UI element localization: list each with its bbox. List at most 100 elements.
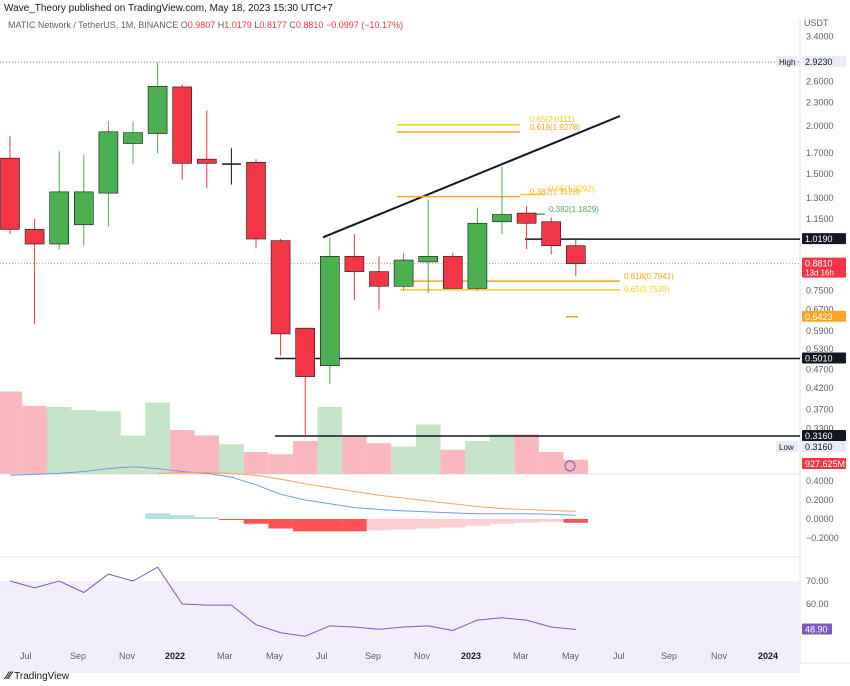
price-label-text: 2.9230 <box>805 57 833 67</box>
price-tag-text: High <box>779 58 795 67</box>
volume-bar <box>194 435 220 474</box>
time-tick-label: 2022 <box>165 651 185 661</box>
macd-histogram-bar <box>538 519 564 522</box>
candle-body <box>246 161 266 240</box>
macd-histogram-bar <box>489 519 515 524</box>
candle-body <box>516 212 537 224</box>
macd-histogram-bar <box>465 519 490 526</box>
fib-level-label: 0.65(1.3292) <box>549 184 595 193</box>
volume-bar <box>71 410 97 474</box>
time-tick-label: Mar <box>513 651 529 661</box>
volume-bar <box>145 402 170 474</box>
time-tick-label: Jul <box>20 651 32 661</box>
tradingview-logo-icon[interactable]: ⁄⁄⁄ <box>6 670 12 682</box>
fib-level-label: 0.65(0.7539) <box>624 285 670 294</box>
candle-body <box>74 191 94 226</box>
publisher-header: Wave_Theory published on TradingView.com… <box>4 3 333 14</box>
time-tick-label: Jul <box>613 651 625 661</box>
time-tick-label: Sep <box>70 651 86 661</box>
candle-body <box>98 131 119 194</box>
footer: ⁄⁄⁄ TradingView <box>6 670 69 682</box>
price-tick-label: 0.7500 <box>806 286 834 296</box>
price-label-text: 927.625M <box>805 459 845 469</box>
rsi-line <box>9 566 576 637</box>
volume-bar <box>268 454 293 474</box>
price-label-text: 0.6423 <box>805 312 833 322</box>
candle-body <box>295 327 316 377</box>
fib-level-label: 0.618(1.9278) <box>530 123 580 132</box>
macd-tick-label: −0.2000 <box>806 533 839 543</box>
macd-histogram-bar <box>268 519 293 529</box>
candle-body <box>147 85 168 134</box>
price-tick-label: 1.3000 <box>806 193 834 203</box>
macd-histogram-bar <box>145 513 170 519</box>
price-label-text: 0.3160 <box>805 442 833 452</box>
symbol-name[interactable]: MATIC Network / TetherUS, 1M, BINANCE <box>8 20 179 30</box>
macd-histogram-bar <box>194 517 220 519</box>
tradingview-brand[interactable]: TradingView <box>14 671 70 682</box>
candle-body <box>221 163 241 165</box>
close-label: C <box>289 20 296 30</box>
price-label-text: 0.8810 <box>805 259 833 269</box>
candle-body <box>369 271 389 287</box>
price-tick-label: 1.5000 <box>806 169 834 179</box>
price-label-box <box>802 310 846 322</box>
macd-histogram-bar <box>243 519 269 524</box>
time-tick-label: 2023 <box>461 651 481 661</box>
price-tick-label: 1.7000 <box>806 148 834 158</box>
candle-body <box>0 157 20 230</box>
high-value: 1.0179 <box>224 20 252 30</box>
macd-histogram-bar <box>317 519 343 532</box>
time-tick-label: May <box>266 651 284 661</box>
volume-bar <box>317 406 343 474</box>
candle-body <box>418 256 439 263</box>
volume-bar <box>415 424 441 474</box>
currency-label: USDT <box>804 18 829 28</box>
volume-bar <box>243 452 269 474</box>
volume-bar <box>120 435 146 474</box>
time-tick-label: Sep <box>661 651 677 661</box>
price-label-text: 0.5010 <box>805 354 833 364</box>
candle-body <box>24 229 45 245</box>
volume-bar <box>342 435 367 474</box>
price-label-box <box>802 430 846 441</box>
candle-body <box>442 256 463 289</box>
price-tick-label: 3.4000 <box>806 32 834 42</box>
volume-bar <box>440 449 466 474</box>
lightning-icon <box>564 460 576 472</box>
time-tick-label: Nov <box>414 651 431 661</box>
fib-level-label: 0.618(0.7941) <box>624 272 674 281</box>
volume-bar <box>22 405 47 474</box>
price-label-box <box>802 233 846 245</box>
rsi-last-label-box <box>802 623 832 635</box>
price-tick-label: 1.1500 <box>806 214 834 224</box>
signal-line <box>157 471 576 512</box>
macd-histogram-bar <box>440 519 466 528</box>
high-label: H <box>217 20 225 30</box>
volume-bar <box>489 434 515 474</box>
macd-histogram-bar <box>366 519 392 531</box>
macd-histogram-bar <box>342 519 367 532</box>
volume-bar <box>465 441 490 474</box>
volume-bar <box>219 444 244 474</box>
candle-body <box>492 214 512 223</box>
price-label-box <box>802 56 846 67</box>
volume-bar <box>96 411 121 474</box>
volume-bar <box>563 459 589 474</box>
price-label-box <box>802 441 846 452</box>
macd-tick-label: 0.4000 <box>806 476 834 486</box>
price-tag-box <box>776 441 798 452</box>
macd-line <box>9 466 576 516</box>
price-tick-label: 0.5300 <box>806 344 834 354</box>
price-tick-label: 0.6700 <box>806 305 834 315</box>
volume-bar <box>46 406 72 474</box>
candle-body <box>123 132 143 144</box>
rsi-tick-label: 60.00 <box>806 599 829 609</box>
time-tick-label: Nov <box>119 651 136 661</box>
open-value: 0.9807 <box>187 20 216 30</box>
open-label: O <box>180 20 188 30</box>
price-tick-label: 0.3300 <box>806 424 834 434</box>
macd-tick-label: 0.0000 <box>806 514 834 524</box>
volume-bar <box>366 443 392 474</box>
